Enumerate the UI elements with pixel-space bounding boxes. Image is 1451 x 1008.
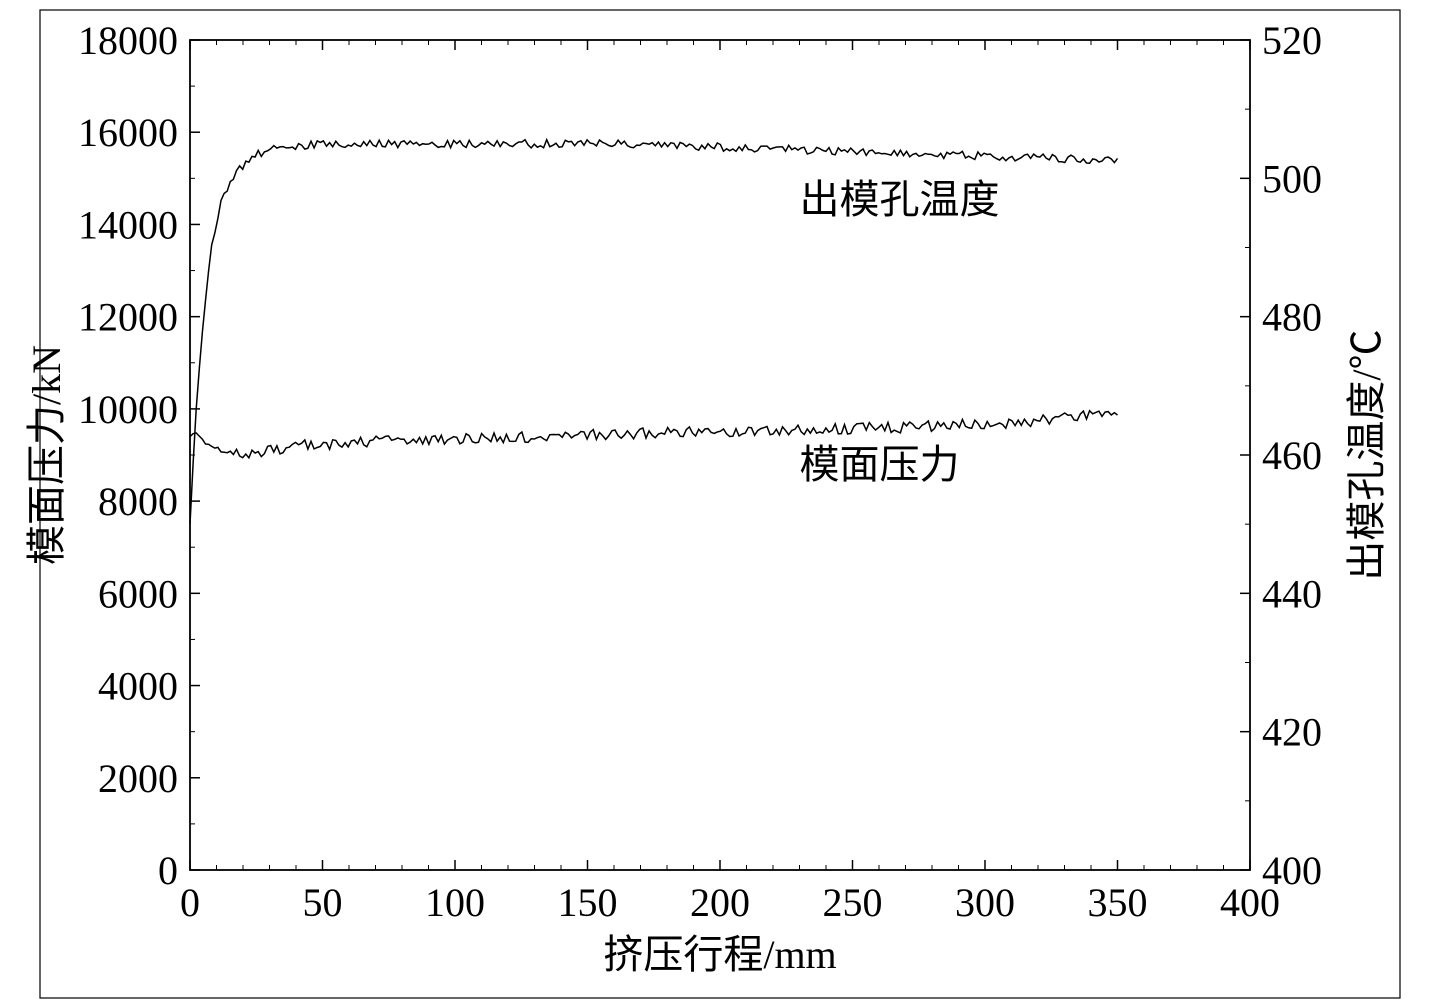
y-right-tick-label: 500 bbox=[1262, 156, 1322, 201]
y-left-tick-label: 10000 bbox=[78, 387, 178, 432]
y-left-tick-label: 14000 bbox=[78, 202, 178, 247]
series-label-pressure: 模面压力 bbox=[800, 442, 960, 487]
x-tick-label: 50 bbox=[303, 880, 343, 925]
x-axis-label: 挤压行程/mm bbox=[603, 932, 836, 977]
y-right-tick-label: 440 bbox=[1262, 571, 1322, 616]
x-tick-label: 250 bbox=[823, 880, 883, 925]
chart-container: 0501001502002503003504000200040006000800… bbox=[0, 0, 1451, 1008]
x-tick-label: 100 bbox=[425, 880, 485, 925]
y-right-tick-label: 460 bbox=[1262, 433, 1322, 478]
y-left-tick-label: 18000 bbox=[78, 18, 178, 63]
y-left-tick-label: 4000 bbox=[98, 664, 178, 709]
y-left-tick-label: 12000 bbox=[78, 295, 178, 340]
plot-area bbox=[190, 40, 1250, 870]
y-left-tick-label: 2000 bbox=[98, 756, 178, 801]
y-left-tick-label: 6000 bbox=[98, 571, 178, 616]
x-tick-label: 150 bbox=[558, 880, 618, 925]
x-tick-label: 200 bbox=[690, 880, 750, 925]
y-right-axis-label: 出模孔温度/℃ bbox=[1344, 329, 1389, 580]
y-left-axis-label: 模面压力/kN bbox=[24, 345, 69, 565]
series-pressure bbox=[190, 411, 1118, 458]
y-right-tick-label: 420 bbox=[1262, 710, 1322, 755]
y-right-tick-label: 480 bbox=[1262, 295, 1322, 340]
y-right-tick-label: 400 bbox=[1262, 848, 1322, 893]
series-label-temperature: 出模孔温度 bbox=[800, 177, 1000, 222]
x-tick-label: 0 bbox=[180, 880, 200, 925]
y-left-tick-label: 8000 bbox=[98, 479, 178, 524]
x-tick-label: 300 bbox=[955, 880, 1015, 925]
chart-svg: 0501001502002503003504000200040006000800… bbox=[0, 0, 1451, 1008]
y-right-tick-label: 520 bbox=[1262, 18, 1322, 63]
y-left-tick-label: 16000 bbox=[78, 110, 178, 155]
x-tick-label: 350 bbox=[1088, 880, 1148, 925]
y-left-tick-label: 0 bbox=[158, 848, 178, 893]
